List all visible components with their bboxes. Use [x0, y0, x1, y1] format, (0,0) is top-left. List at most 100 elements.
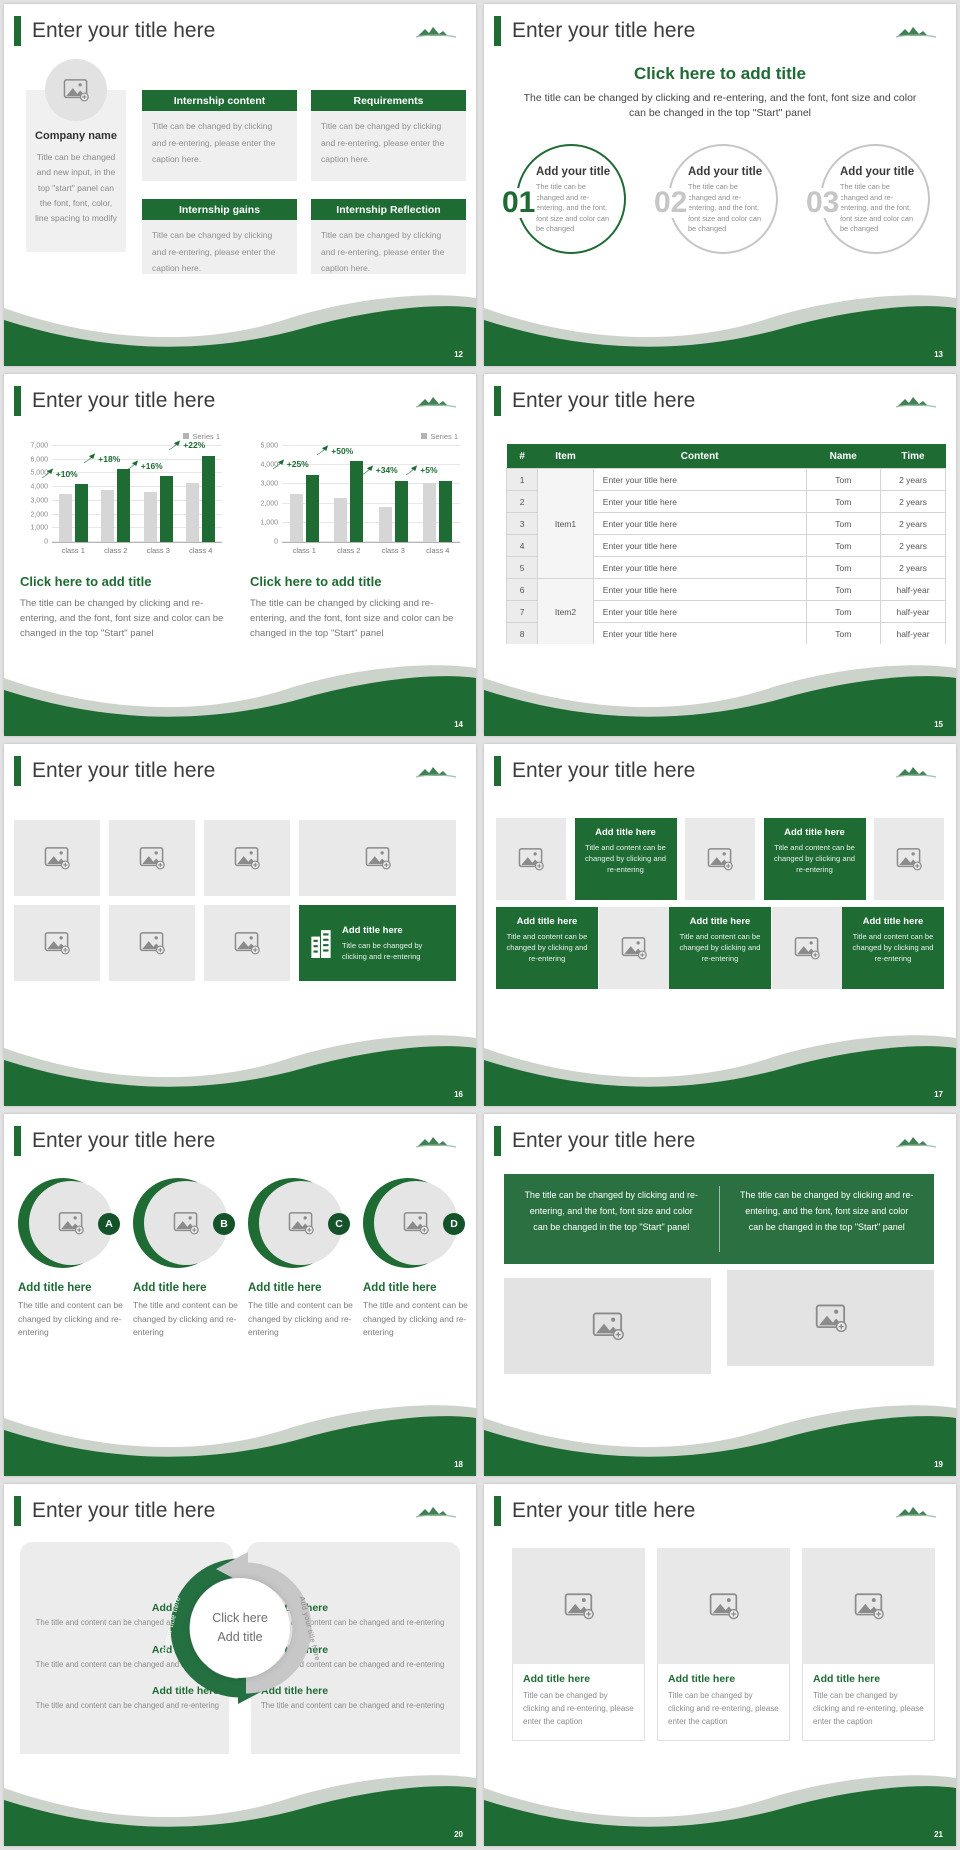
center-line-1: Click here	[212, 1611, 268, 1626]
image-placeholder-cell[interactable]	[598, 907, 669, 989]
image-placeholder-cell[interactable]	[771, 907, 842, 989]
bottom-wave	[4, 274, 476, 366]
caption-body: The title can be changed by clicking and…	[20, 598, 224, 640]
image-circle[interactable]: B	[133, 1176, 235, 1272]
green-cell-caption: Title can be changed by clicking and re-…	[342, 940, 423, 961]
slide-19[interactable]: Enter your title here The title can be c…	[484, 1114, 956, 1476]
image-placeholder-icon	[58, 1211, 84, 1235]
row-name: Tom	[805, 622, 882, 646]
green-title-cell[interactable]: Add title here Title and content can be …	[842, 907, 944, 989]
image-placeholder-cell[interactable]	[204, 820, 290, 896]
image-placeholder-box[interactable]	[727, 1270, 934, 1366]
image-placeholder-icon	[794, 936, 820, 960]
image-circle[interactable]: A	[18, 1176, 120, 1272]
x-axis-labels: class 1 class 2 class 3 class 4	[282, 543, 460, 555]
item-title: Add title here	[133, 1282, 207, 1294]
table-header-row: # Item Content Name Time	[506, 444, 946, 469]
green-cell-title: Add title here	[689, 916, 751, 927]
card-image-placeholder	[657, 1548, 790, 1664]
y-axis-tick: 5,000	[260, 442, 278, 450]
item-caption: The title and content can be changed and…	[261, 1659, 445, 1669]
bar-base	[101, 489, 115, 542]
image-circle[interactable]: D	[363, 1176, 465, 1272]
growth-label: +18%	[83, 453, 120, 464]
mountain-logo-icon	[416, 395, 456, 409]
y-axis-tick: 4,000	[30, 483, 48, 491]
image-placeholder-icon	[139, 931, 165, 955]
gridline	[282, 541, 460, 542]
slide-21[interactable]: Enter your title here Add title here Tit…	[484, 1484, 956, 1846]
content-card[interactable]: Add title here Title can be changed by c…	[802, 1548, 935, 1742]
image-placeholder-box[interactable]	[504, 1278, 711, 1374]
slide-17[interactable]: Enter your title here Add title here Tit…	[484, 744, 956, 1106]
slide-13[interactable]: Enter your title here Click here to add …	[484, 4, 956, 366]
chart-legend: Series 1	[22, 432, 220, 441]
bar-base	[58, 494, 72, 542]
slide-12[interactable]: Enter your title here Company name Title…	[4, 4, 476, 366]
block-header: Internship gains	[142, 199, 297, 220]
gridline	[282, 464, 460, 466]
row-number: 7	[505, 600, 539, 623]
y-axis-tick: 5,000	[30, 469, 48, 477]
bar-base	[289, 494, 303, 542]
green-title-cell[interactable]: Add title here Title and content can be …	[574, 818, 677, 900]
slide-header: Enter your title here	[494, 16, 695, 46]
image-placeholder-cell[interactable]	[496, 818, 566, 900]
slide-18[interactable]: Enter your title here A Add title here T…	[4, 1114, 476, 1476]
circle-number: 01	[500, 186, 538, 219]
image-placeholder-cell[interactable]	[14, 905, 100, 981]
green-cell-title: Add title here	[784, 827, 845, 838]
row-time: 2 years	[880, 468, 946, 491]
slide-header: Enter your title here	[14, 386, 215, 416]
building-icon	[308, 928, 334, 958]
image-placeholder-cell[interactable]	[874, 818, 944, 900]
col-header: Time	[880, 444, 946, 469]
growth-label: +34%	[361, 464, 398, 475]
y-axis-tick: 0	[274, 538, 278, 546]
row-number: 2	[505, 490, 539, 513]
slide-14[interactable]: Enter your title here Series 1 0 1,000 2,00…	[4, 374, 476, 736]
lettered-items: A Add title here The title and content c…	[18, 1176, 468, 1340]
center-circle[interactable]: Click here Add title	[190, 1578, 290, 1678]
slide-20[interactable]: Enter your title here Add title here The…	[4, 1484, 476, 1846]
circle-item-1: 01 Add your title The title can be chang…	[500, 144, 630, 272]
image-placeholder-cell[interactable]	[109, 905, 195, 981]
bottom-wave	[484, 1014, 956, 1106]
image-circle[interactable]: C	[248, 1176, 350, 1272]
chart-legend: Series 1	[252, 432, 458, 441]
col-header: Name	[806, 444, 881, 469]
content-card[interactable]: Add title here Title can be changed by c…	[512, 1548, 645, 1742]
slide-16[interactable]: Enter your title here Add title here Tit…	[4, 744, 476, 1106]
content-card[interactable]: Add title here Title can be changed by c…	[657, 1548, 790, 1742]
image-placeholder-cell[interactable]	[685, 818, 755, 900]
y-axis-tick: 3,000	[30, 497, 48, 505]
image-placeholder-cell[interactable]	[109, 820, 195, 896]
slide-title: Enter your title here	[32, 1129, 216, 1152]
row-time: 2 years	[880, 556, 946, 579]
caption-body: The title can be changed by clicking and…	[250, 598, 454, 640]
image-placeholder-cell[interactable]	[14, 820, 100, 896]
circle-item-3: 03 Add your title The title can be chang…	[804, 144, 934, 272]
image-placeholder-icon	[234, 931, 260, 955]
green-title-cell[interactable]: Add title here Title can be changed by c…	[299, 905, 456, 981]
green-title-cell[interactable]: Add title here Title and content can be …	[669, 907, 771, 989]
gridline	[52, 472, 222, 474]
circle-item-2: 02 Add your title The title can be chang…	[652, 144, 782, 272]
circle-caption: The title can be changed and re-entering…	[536, 182, 610, 234]
item-title: Add title here	[151, 1685, 219, 1698]
chart-plot: 0 1,000 2,000 3,000 4,000 5,000 6,000 7,000 +10%…	[30, 439, 222, 546]
row-number: 1	[505, 468, 539, 491]
image-placeholder-cell[interactable]	[299, 820, 456, 896]
card-body: Add title here Title can be changed by c…	[657, 1664, 790, 1742]
green-text-panel: The title can be changed by clicking and…	[504, 1174, 934, 1264]
green-title-cell[interactable]: Add title here Title and content can be …	[496, 907, 598, 989]
bar-base	[378, 507, 392, 542]
green-title-cell[interactable]: Add title here Title and content can be …	[763, 818, 866, 900]
slide-15[interactable]: Enter your title here # Item Content Nam…	[484, 374, 956, 736]
mountain-logo-icon	[896, 1505, 936, 1519]
page-number: 12	[454, 350, 463, 359]
image-placeholder-cell[interactable]	[204, 905, 290, 981]
row-content: Enter your title here	[592, 490, 807, 513]
panel-text-right: The title can be changed by clicking and…	[739, 1190, 914, 1233]
table-row: 8 Enter your title here Tom half-year	[505, 622, 946, 646]
